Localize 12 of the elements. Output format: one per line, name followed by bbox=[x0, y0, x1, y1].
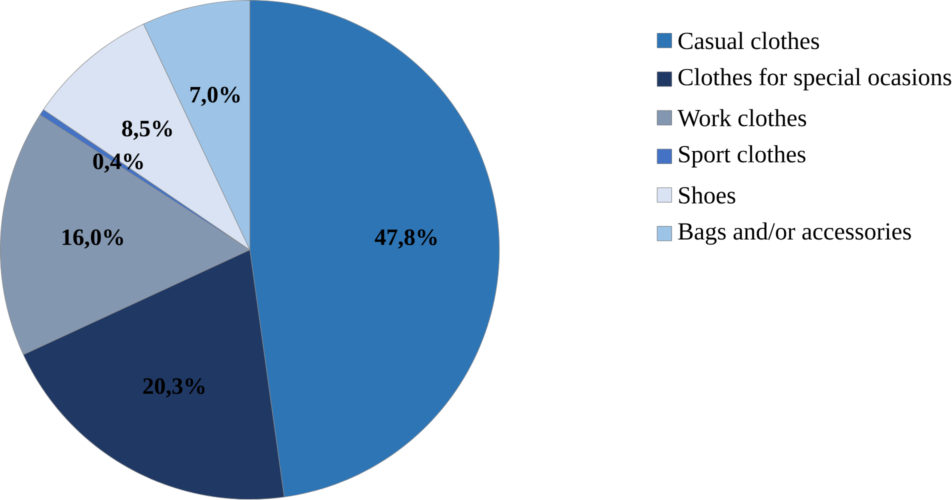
legend-label: Shoes bbox=[679, 186, 736, 204]
legend-label: Casual clothes bbox=[678, 32, 819, 50]
data-label: 8,5% bbox=[122, 120, 172, 140]
data-label: 0,4% bbox=[93, 154, 143, 173]
legend-label: Sport clothes bbox=[679, 145, 806, 168]
legend-label: Work clothes bbox=[678, 109, 806, 127]
data-label: 47,8% bbox=[374, 230, 437, 249]
data-label: 16,0% bbox=[62, 230, 123, 249]
data-label: 20,3% bbox=[143, 378, 205, 398]
legend-label: Clothes for special ocasions bbox=[678, 68, 952, 91]
legend-label: Bags and/or accessories bbox=[678, 222, 911, 245]
data-label: 7,0% bbox=[190, 86, 240, 106]
